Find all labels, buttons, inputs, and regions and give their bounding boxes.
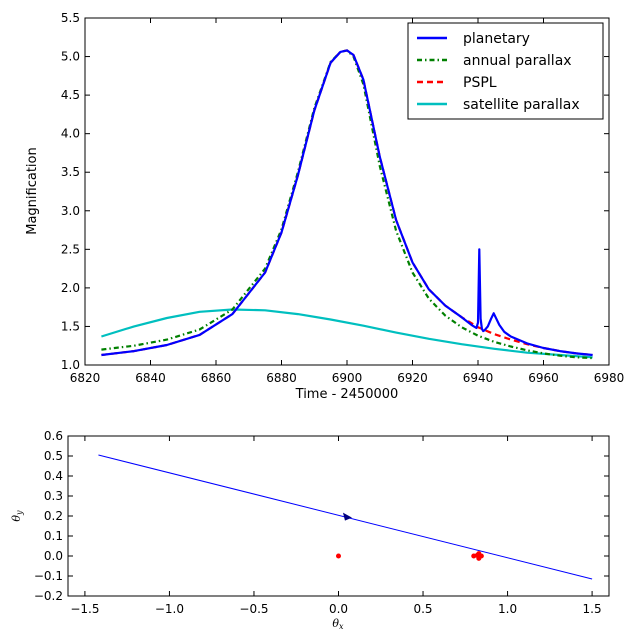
top-xtick-label: 6960 [528, 371, 559, 385]
lens-point [476, 555, 482, 561]
legend: planetary annual parallax PSPL satellite… [407, 22, 604, 120]
lens-point [476, 551, 482, 557]
bottom-xtick-label: 1.5 [583, 602, 602, 616]
top-xtick-label: 6940 [463, 371, 494, 385]
bottom-ylabel: θy [10, 510, 24, 522]
series-line-annual-parallax [101, 49, 593, 360]
legend-label-planetary: planetary [463, 31, 530, 47]
bottom-xtick-label: −1.5 [70, 602, 99, 616]
top-ytick-label: 1.0 [61, 358, 80, 372]
bottom-ytick-label: 0.2 [44, 509, 63, 523]
top-ytick-label: 5.5 [61, 11, 80, 25]
bottom-ytick-label: −0.2 [34, 589, 63, 603]
top-xtick-label: 6920 [397, 371, 428, 385]
top-ytick-label: 2.0 [61, 281, 80, 295]
bottom-xtick-label: 0.0 [329, 602, 348, 616]
legend-label-pspl: PSPL [463, 75, 497, 91]
top-ytick-label: 5.0 [61, 50, 80, 64]
top-xtick-label: 6900 [332, 371, 363, 385]
top-ticks-group: 6820 6840 6860 6880 6900 6920 6940 6960 6980 1.0 1… [61, 11, 624, 385]
top-ytick-label: 2.5 [61, 242, 80, 256]
top-xtick-label: 6840 [135, 371, 166, 385]
bottom-ytick-label: 0.3 [44, 489, 63, 503]
bottom-ytick-label: 0.6 [44, 429, 63, 443]
bottom-ytick-label: 0.5 [44, 449, 63, 463]
bottom-xlabel: θx [332, 617, 344, 631]
top-ytick-label: 3.5 [61, 165, 80, 179]
bottom-series-group [98, 454, 593, 580]
bottom-plot-area [68, 436, 609, 596]
magnification-chart: 6820 6840 6860 6880 6900 6920 6940 6960 6980 1.0 1… [25, 11, 624, 402]
top-ytick-label: 3.0 [61, 204, 80, 218]
top-ytick-label: 4.0 [61, 127, 80, 141]
legend-label-satellite-parallax: satellite parallax [463, 97, 580, 113]
top-xlabel: Time - 2450000 [295, 387, 399, 402]
trajectory-chart: −1.5 −1.0 −0.5 0.0 0.5 1.0 1.5 −0.2 −0.1 0.0 0.1 0.… [10, 429, 610, 631]
bottom-ticks-group: −1.5 −1.0 −0.5 0.0 0.5 1.0 1.5 −0.2 −0.1 0.0 0.1 0.… [34, 429, 609, 616]
top-ytick-label: 1.5 [61, 319, 80, 333]
series-line-satellite-parallax [101, 308, 593, 359]
series-line-planetary [101, 49, 593, 357]
top-xtick-label: 6980 [594, 371, 625, 385]
bottom-xtick-label: −0.5 [239, 602, 268, 616]
bottom-ytick-label: 0.1 [44, 529, 63, 543]
bottom-xtick-label: −1.0 [155, 602, 184, 616]
top-xtick-label: 6820 [70, 371, 101, 385]
bottom-ytick-label: 0.4 [44, 469, 63, 483]
bottom-ytick-label: −0.1 [34, 569, 63, 583]
bottom-xtick-label: 1.0 [498, 602, 517, 616]
lens-point [336, 553, 341, 559]
top-series-group [101, 49, 593, 360]
top-ytick-label: 4.5 [61, 88, 80, 102]
top-xtick-label: 6880 [266, 371, 297, 385]
direction-arrow-marker [342, 512, 352, 521]
bottom-ytick-label: 0.0 [44, 549, 63, 563]
bottom-xtick-label: 0.5 [413, 602, 432, 616]
top-ylabel: Magnification [25, 147, 40, 235]
top-xtick-label: 6860 [201, 371, 232, 385]
legend-label-annual-parallax: annual parallax [463, 53, 572, 69]
